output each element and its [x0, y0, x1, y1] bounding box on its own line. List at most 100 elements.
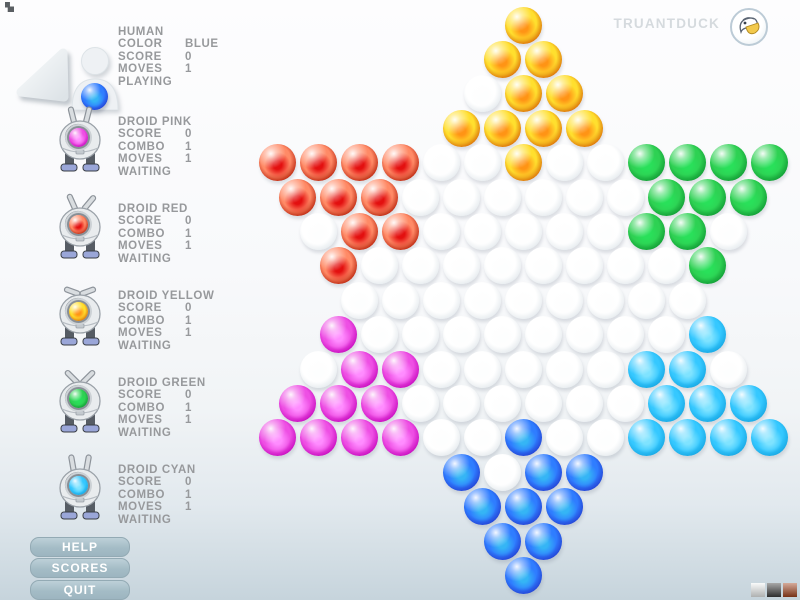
board-cell-empty[interactable] [299, 350, 337, 388]
board-cell-magenta[interactable] [258, 419, 296, 457]
board-cell-yellow[interactable] [504, 6, 542, 44]
board-cell-red[interactable] [320, 247, 357, 285]
board-cell-empty[interactable] [484, 453, 521, 491]
board-cell-cyan[interactable] [668, 419, 706, 457]
board-cell-yellow[interactable] [545, 75, 583, 113]
board-cell-empty[interactable] [422, 419, 460, 457]
board-cell-empty[interactable] [422, 281, 460, 319]
board-cell-green[interactable] [668, 212, 706, 250]
board-cell-empty[interactable] [422, 350, 460, 388]
board-cell-cyan[interactable] [668, 350, 706, 388]
board-cell-cyan[interactable] [730, 384, 767, 422]
board-cell-empty[interactable] [422, 212, 460, 250]
board-cell-empty[interactable] [566, 178, 603, 216]
board-cell-empty[interactable] [586, 144, 624, 182]
board-cell-red[interactable] [299, 144, 337, 182]
board-cell-empty[interactable] [463, 75, 501, 113]
board-cell-magenta[interactable] [361, 384, 398, 422]
board-cell-red[interactable] [381, 212, 419, 250]
board-cell-red[interactable] [279, 178, 316, 216]
board-cell-yellow[interactable] [525, 40, 562, 78]
board-cell-green[interactable] [648, 178, 685, 216]
board-cell-cyan[interactable] [648, 384, 685, 422]
board-cell-empty[interactable] [299, 212, 337, 250]
corner-swatch-light[interactable] [751, 583, 765, 597]
board-cell-empty[interactable] [484, 316, 521, 354]
board-cell-empty[interactable] [443, 247, 480, 285]
board-cell-blue[interactable] [566, 453, 603, 491]
board-cell-empty[interactable] [463, 419, 501, 457]
board-cell-empty[interactable] [668, 281, 706, 319]
board-cell-empty[interactable] [607, 316, 644, 354]
board-cell-empty[interactable] [545, 281, 583, 319]
quit-button[interactable]: QUIT [30, 580, 130, 600]
board-cell-empty[interactable] [525, 316, 562, 354]
board-cell-red[interactable] [361, 178, 398, 216]
board-cell-blue[interactable] [525, 522, 562, 560]
board-cell-empty[interactable] [402, 316, 439, 354]
board-cell-cyan[interactable] [689, 384, 726, 422]
board-cell-green[interactable] [689, 178, 726, 216]
board-cell-magenta[interactable] [381, 350, 419, 388]
board-cell-empty[interactable] [586, 419, 624, 457]
board-cell-yellow[interactable] [484, 109, 521, 147]
triangle-button[interactable] [12, 46, 72, 104]
board-cell-empty[interactable] [586, 212, 624, 250]
board-cell-blue[interactable] [443, 453, 480, 491]
board-cell-red[interactable] [258, 144, 296, 182]
scores-button[interactable]: SCORES [30, 558, 130, 578]
board-cell-empty[interactable] [463, 212, 501, 250]
board-cell-blue[interactable] [484, 522, 521, 560]
board-cell-empty[interactable] [566, 316, 603, 354]
board-cell-empty[interactable] [545, 212, 583, 250]
board-cell-empty[interactable] [607, 247, 644, 285]
board-cell-magenta[interactable] [320, 384, 357, 422]
board-cell-blue[interactable] [504, 488, 542, 526]
board-cell-empty[interactable] [402, 384, 439, 422]
board-cell-cyan[interactable] [689, 316, 726, 354]
board-cell-red[interactable] [320, 178, 357, 216]
help-button[interactable]: HELP [30, 537, 130, 557]
board-cell-empty[interactable] [545, 419, 583, 457]
board-cell-green[interactable] [730, 178, 767, 216]
board-cell-red[interactable] [340, 212, 378, 250]
board-cell-magenta[interactable] [340, 419, 378, 457]
board-cell-empty[interactable] [709, 350, 747, 388]
board-cell-magenta[interactable] [381, 419, 419, 457]
board-cell-yellow[interactable] [566, 109, 603, 147]
board-cell-empty[interactable] [443, 384, 480, 422]
corner-swatch-red[interactable] [783, 583, 797, 597]
board-cell-yellow[interactable] [504, 144, 542, 182]
board-cell-empty[interactable] [422, 144, 460, 182]
board-cell-blue[interactable] [504, 556, 542, 594]
board-cell-empty[interactable] [648, 316, 685, 354]
board-cell-green[interactable] [627, 212, 665, 250]
board-cell-empty[interactable] [586, 281, 624, 319]
board-cell-yellow[interactable] [525, 109, 562, 147]
board-cell-yellow[interactable] [443, 109, 480, 147]
board-cell-empty[interactable] [545, 350, 583, 388]
board-cell-magenta[interactable] [320, 316, 357, 354]
corner-swatch-dark[interactable] [767, 583, 781, 597]
board-cell-empty[interactable] [443, 316, 480, 354]
board-cell-empty[interactable] [504, 212, 542, 250]
board-cell-empty[interactable] [361, 316, 398, 354]
board-cell-empty[interactable] [504, 281, 542, 319]
board-cell-magenta[interactable] [279, 384, 316, 422]
board-cell-blue[interactable] [525, 453, 562, 491]
board-cell-empty[interactable] [402, 178, 439, 216]
board-cell-empty[interactable] [361, 247, 398, 285]
board-cell-empty[interactable] [607, 384, 644, 422]
board-cell-empty[interactable] [545, 144, 583, 182]
board-cell-empty[interactable] [566, 247, 603, 285]
board-cell-green[interactable] [750, 144, 788, 182]
board-cell-empty[interactable] [566, 384, 603, 422]
board-cell-empty[interactable] [463, 144, 501, 182]
board-cell-empty[interactable] [463, 281, 501, 319]
board-cell-green[interactable] [709, 144, 747, 182]
board-cell-red[interactable] [340, 144, 378, 182]
board-cell-blue[interactable] [504, 419, 542, 457]
board-cell-green[interactable] [668, 144, 706, 182]
board-cell-cyan[interactable] [627, 419, 665, 457]
board-cell-empty[interactable] [627, 281, 665, 319]
